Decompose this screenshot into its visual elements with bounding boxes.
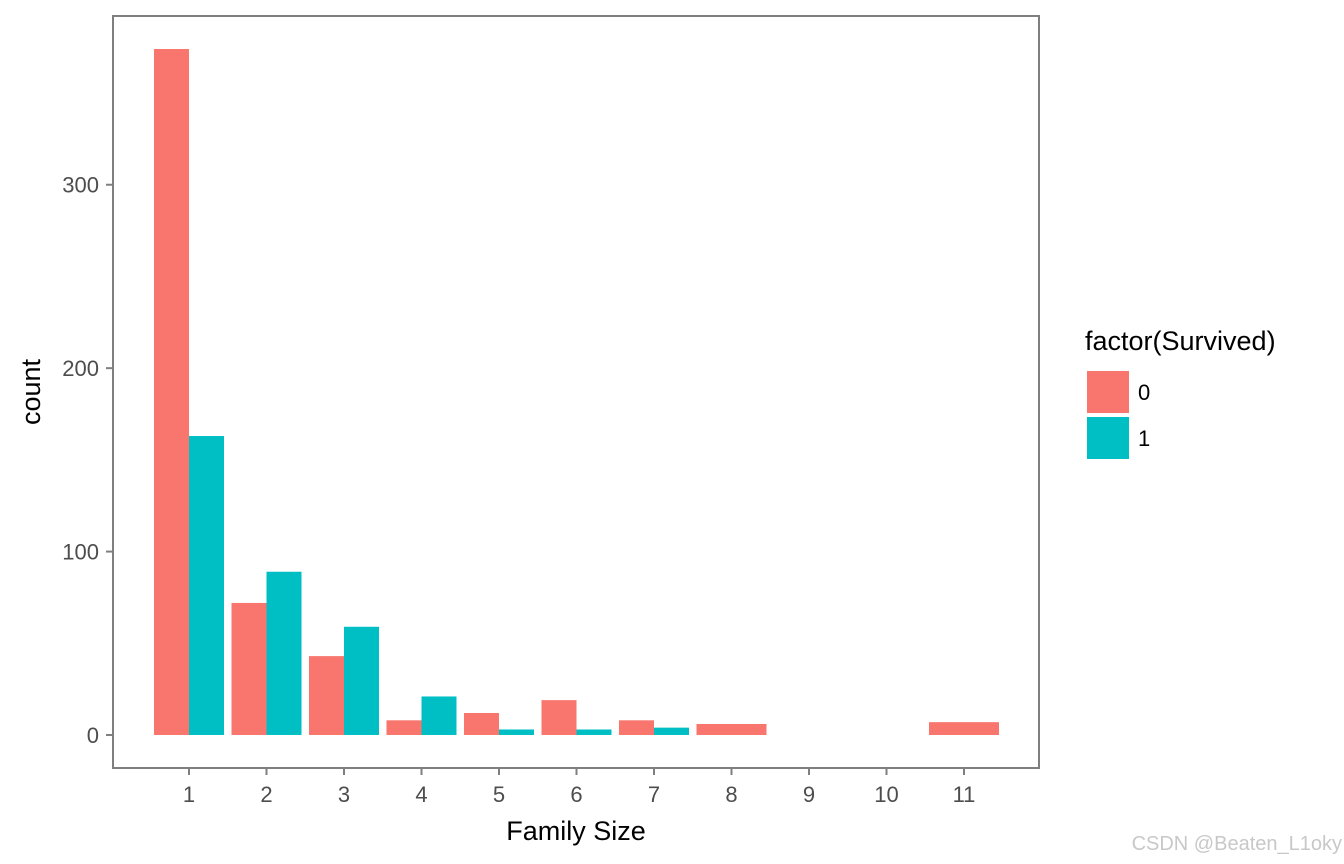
x-tick-label: 4 (415, 782, 427, 807)
x-tick-label: 5 (493, 782, 505, 807)
watermark-text: CSDN @Beaten_L1oky (1131, 833, 1342, 855)
x-tick-label: 9 (803, 782, 815, 807)
x-tick-label: 3 (338, 782, 350, 807)
y-tick-label: 0 (87, 723, 99, 748)
bar-5-series-0 (464, 712, 499, 735)
bar-6-series-1 (576, 729, 612, 735)
bars-group (154, 49, 999, 735)
bar-2-series-1 (266, 571, 302, 735)
bar-11-series-0 (929, 722, 999, 735)
bar-1-series-0 (154, 49, 189, 735)
legend-label-1: 1 (1138, 426, 1150, 451)
bar-6-series-0 (541, 700, 577, 735)
bar-2-series-0 (231, 602, 267, 735)
legend-key-1 (1087, 417, 1129, 459)
x-tick-label: 7 (648, 782, 660, 807)
y-tick-label: 200 (62, 356, 99, 381)
bar-8-series-0 (696, 723, 767, 735)
bar-3-series-0 (309, 656, 344, 735)
x-tick-label: 11 (953, 782, 976, 807)
bar-3-series-1 (344, 626, 379, 735)
x-tick-label: 2 (260, 782, 272, 807)
bar-4-series-1 (421, 696, 457, 735)
y-tick-label: 100 (62, 540, 99, 565)
bar-7-series-1 (654, 727, 689, 735)
y-tick-label: 300 (62, 173, 99, 198)
legend-title: factor(Survived) (1085, 326, 1276, 356)
legend-label-0: 0 (1138, 380, 1150, 405)
bar-5-series-1 (499, 729, 534, 735)
bar-7-series-0 (619, 720, 654, 735)
x-axis: 1 2 3 4 5 6 7 8 9 10 11 (183, 768, 976, 807)
x-tick-label: 6 (570, 782, 582, 807)
y-axis-title: count (16, 358, 46, 425)
x-axis-title: Family Size (506, 816, 646, 846)
legend-key-0 (1087, 371, 1129, 413)
legend: factor(Survived) 0 1 (1085, 326, 1276, 459)
x-tick-label: 10 (874, 782, 898, 807)
x-tick-label: 8 (725, 782, 737, 807)
x-tick-label: 1 (183, 782, 195, 807)
bar-1-series-1 (189, 436, 224, 735)
bar-4-series-0 (386, 720, 422, 735)
y-axis: 0 100 200 300 (62, 173, 113, 748)
